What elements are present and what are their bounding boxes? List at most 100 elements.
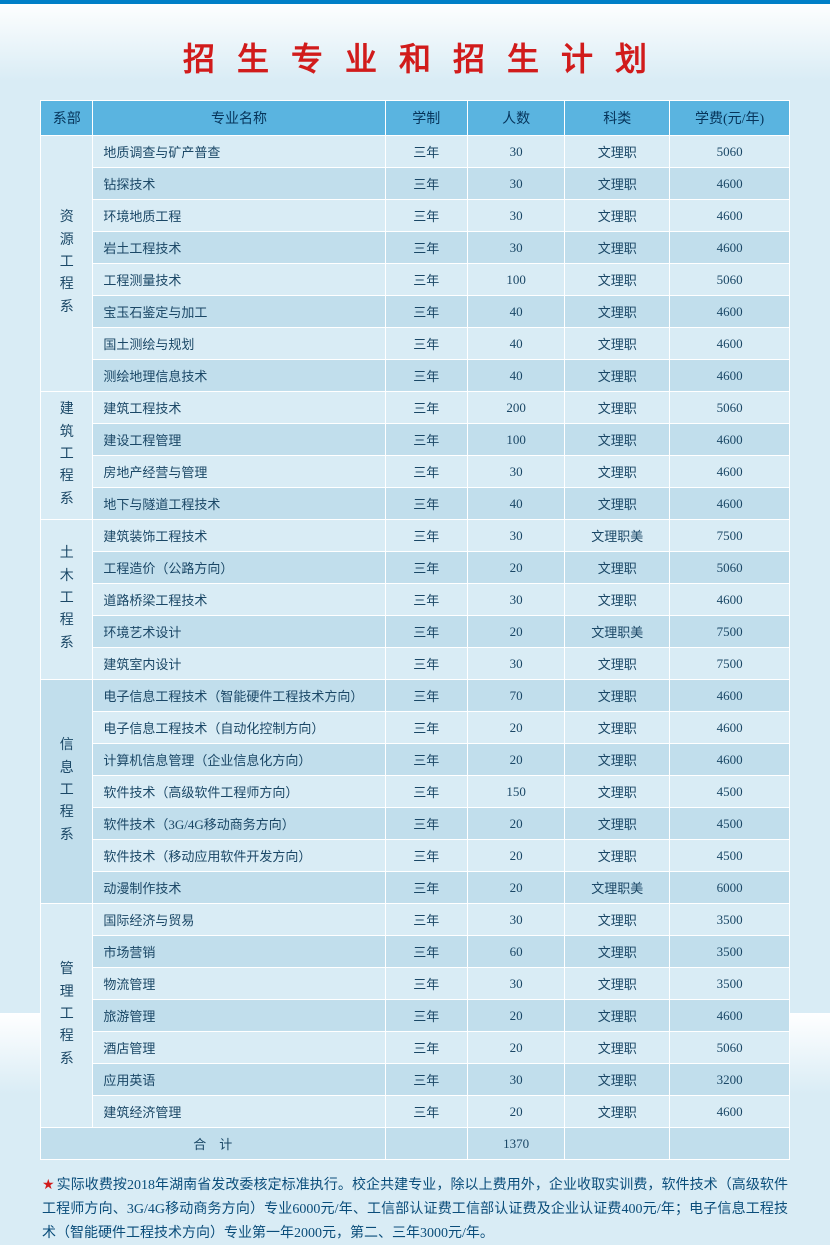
- cell-count: 30: [467, 232, 564, 264]
- cell-fee: 4600: [670, 584, 790, 616]
- cell-fee: 7500: [670, 648, 790, 680]
- table-row: 房地产经营与管理三年30文理职4600: [41, 456, 790, 488]
- cell-category: 文理职: [565, 392, 670, 424]
- cell-duration: 三年: [385, 776, 467, 808]
- cell-fee: 7500: [670, 520, 790, 552]
- cell-count: 20: [467, 872, 564, 904]
- cell-category: 文理职: [565, 776, 670, 808]
- col-dept: 系部: [41, 101, 93, 136]
- cell-major: 岩土工程技术: [93, 232, 385, 264]
- footnote-text: 实际收费按2018年湖南省发改委核定标准执行。校企共建专业，除以上费用外，企业收…: [42, 1178, 788, 1241]
- table-row: 国土测绘与规划三年40文理职4600: [41, 328, 790, 360]
- table-row: 道路桥梁工程技术三年30文理职4600: [41, 584, 790, 616]
- cell-fee: 4600: [670, 360, 790, 392]
- cell-duration: 三年: [385, 392, 467, 424]
- cell-major: 地下与隧道工程技术: [93, 488, 385, 520]
- cell-duration: 三年: [385, 968, 467, 1000]
- dept-cell: 建筑工程系: [41, 392, 93, 520]
- total-empty: [670, 1128, 790, 1160]
- cell-count: 30: [467, 136, 564, 168]
- total-empty: [565, 1128, 670, 1160]
- cell-major: 测绘地理信息技术: [93, 360, 385, 392]
- dept-cell: 信息工程系: [41, 680, 93, 904]
- cell-category: 文理职美: [565, 616, 670, 648]
- cell-category: 文理职: [565, 648, 670, 680]
- enrollment-table-wrap: 系部 专业名称 学制 人数 科类 学费(元/年) 资源工程系地质调查与矿产普查三…: [0, 100, 830, 1160]
- table-row: 建筑工程系建筑工程技术三年200文理职5060: [41, 392, 790, 424]
- col-count: 人数: [467, 101, 564, 136]
- cell-category: 文理职: [565, 968, 670, 1000]
- cell-major: 软件技术（移动应用软件开发方向）: [93, 840, 385, 872]
- total-label: 合 计: [41, 1128, 386, 1160]
- cell-duration: 三年: [385, 520, 467, 552]
- cell-category: 文理职: [565, 1000, 670, 1032]
- cell-duration: 三年: [385, 488, 467, 520]
- cell-fee: 3500: [670, 936, 790, 968]
- table-row: 软件技术（3G/4G移动商务方向）三年20文理职4500: [41, 808, 790, 840]
- cell-major: 计算机信息管理（企业信息化方向）: [93, 744, 385, 776]
- table-row: 信息工程系电子信息工程技术（智能硬件工程技术方向）三年70文理职4600: [41, 680, 790, 712]
- cell-duration: 三年: [385, 840, 467, 872]
- cell-count: 200: [467, 392, 564, 424]
- cell-count: 100: [467, 264, 564, 296]
- total-count: 1370: [467, 1128, 564, 1160]
- cell-category: 文理职: [565, 360, 670, 392]
- table-row: 建筑经济管理三年20文理职4600: [41, 1096, 790, 1128]
- cell-duration: 三年: [385, 456, 467, 488]
- cell-major: 工程测量技术: [93, 264, 385, 296]
- cell-duration: 三年: [385, 936, 467, 968]
- table-row: 工程测量技术三年100文理职5060: [41, 264, 790, 296]
- cell-major: 环境地质工程: [93, 200, 385, 232]
- cell-duration: 三年: [385, 648, 467, 680]
- cell-major: 应用英语: [93, 1064, 385, 1096]
- dept-cell: 资源工程系: [41, 136, 93, 392]
- cell-fee: 4600: [670, 232, 790, 264]
- cell-fee: 3500: [670, 904, 790, 936]
- cell-count: 40: [467, 328, 564, 360]
- enrollment-table: 系部 专业名称 学制 人数 科类 学费(元/年) 资源工程系地质调查与矿产普查三…: [40, 100, 790, 1160]
- cell-category: 文理职美: [565, 872, 670, 904]
- total-row: 合 计 1370: [41, 1128, 790, 1160]
- cell-category: 文理职: [565, 1064, 670, 1096]
- cell-count: 40: [467, 488, 564, 520]
- cell-fee: 4600: [670, 680, 790, 712]
- table-row: 旅游管理三年20文理职4600: [41, 1000, 790, 1032]
- cell-duration: 三年: [385, 744, 467, 776]
- col-duration: 学制: [385, 101, 467, 136]
- cell-count: 30: [467, 520, 564, 552]
- cell-category: 文理职: [565, 936, 670, 968]
- table-row: 工程造价（公路方向）三年20文理职5060: [41, 552, 790, 584]
- cell-fee: 5060: [670, 136, 790, 168]
- cell-count: 30: [467, 904, 564, 936]
- cell-duration: 三年: [385, 712, 467, 744]
- dept-cell: 管理工程系: [41, 904, 93, 1128]
- cell-duration: 三年: [385, 328, 467, 360]
- cell-fee: 7500: [670, 616, 790, 648]
- cell-major: 建筑室内设计: [93, 648, 385, 680]
- cell-count: 40: [467, 360, 564, 392]
- cell-duration: 三年: [385, 1096, 467, 1128]
- cell-count: 70: [467, 680, 564, 712]
- cell-count: 30: [467, 648, 564, 680]
- cell-duration: 三年: [385, 680, 467, 712]
- table-row: 建设工程管理三年100文理职4600: [41, 424, 790, 456]
- cell-fee: 4600: [670, 456, 790, 488]
- col-major: 专业名称: [93, 101, 385, 136]
- cell-category: 文理职: [565, 424, 670, 456]
- cell-major: 房地产经营与管理: [93, 456, 385, 488]
- cell-fee: 4600: [670, 712, 790, 744]
- cell-category: 文理职: [565, 264, 670, 296]
- col-category: 科类: [565, 101, 670, 136]
- cell-major: 宝玉石鉴定与加工: [93, 296, 385, 328]
- cell-fee: 4600: [670, 488, 790, 520]
- cell-category: 文理职: [565, 328, 670, 360]
- cell-count: 60: [467, 936, 564, 968]
- table-row: 动漫制作技术三年20文理职美6000: [41, 872, 790, 904]
- cell-fee: 5060: [670, 1032, 790, 1064]
- cell-duration: 三年: [385, 424, 467, 456]
- col-fee: 学费(元/年): [670, 101, 790, 136]
- cell-major: 建筑工程技术: [93, 392, 385, 424]
- cell-category: 文理职: [565, 456, 670, 488]
- cell-category: 文理职: [565, 808, 670, 840]
- cell-duration: 三年: [385, 168, 467, 200]
